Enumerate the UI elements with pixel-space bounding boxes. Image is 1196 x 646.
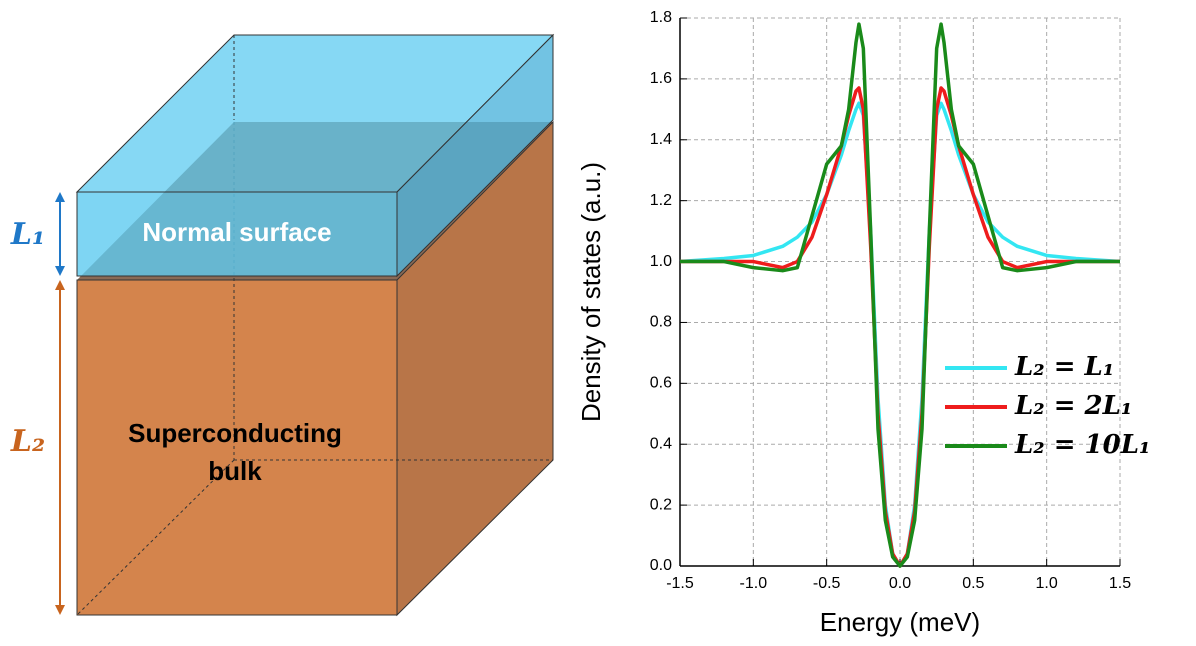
x-tick-label: -1.5: [666, 575, 694, 592]
y-tick-label: 1.0: [650, 253, 672, 270]
y-tick-label: 1.4: [650, 131, 672, 148]
y-tick-label: 0.0: [650, 557, 672, 574]
y-tick-label: 1.6: [650, 70, 672, 87]
y-axis-label: Density of states (a.u.): [576, 162, 606, 422]
x-tick-label: 0.0: [889, 575, 911, 592]
surface-label: Normal surface: [142, 217, 331, 247]
bulk-front: [76, 279, 398, 616]
y-tick-label: 0.2: [650, 496, 672, 513]
y-tick-label: 0.4: [650, 435, 672, 452]
y-tick-label: 0.6: [650, 375, 672, 392]
arrow-head: [55, 280, 65, 290]
bulk-label: bulk: [208, 456, 262, 486]
x-axis-label: Energy (meV): [820, 607, 980, 637]
legend-label: L₂ = 10L₁: [1014, 430, 1150, 460]
x-tick-label: 1.0: [1036, 575, 1058, 592]
y-tick-label: 1.2: [650, 192, 672, 209]
bulk-thickness: L₂: [10, 424, 45, 459]
legend-label: L₂ = 2L₁: [1014, 391, 1132, 421]
arrow-head: [55, 266, 65, 276]
surface-thickness: L₁: [10, 217, 45, 252]
hidden-edge: [76, 459, 235, 616]
surface-front: [76, 191, 398, 277]
y-tick-label: 1.8: [650, 9, 672, 26]
y-tick-label: 0.8: [650, 314, 672, 331]
cuboid-diagram: Normal surface Superconducting bulk L₁ L…: [10, 33, 555, 617]
x-tick-label: -1.0: [740, 575, 768, 592]
x-tick-label: 1.5: [1109, 575, 1131, 592]
x-tick-label: -0.5: [813, 575, 841, 592]
arrow-head: [55, 192, 65, 202]
x-tick-label: 0.5: [962, 575, 984, 592]
arrow-head: [55, 605, 65, 615]
series-line: [680, 22, 1120, 568]
legend-label: L₂ = L₁: [1014, 352, 1114, 382]
plot: 0.0 0.2 0.4 0.6 0.8 1.0 1.2 1.4 1.6 1.8 -1.5 -1.0 -0…: [576, 9, 1151, 637]
bulk-label: Superconducting: [128, 418, 342, 448]
